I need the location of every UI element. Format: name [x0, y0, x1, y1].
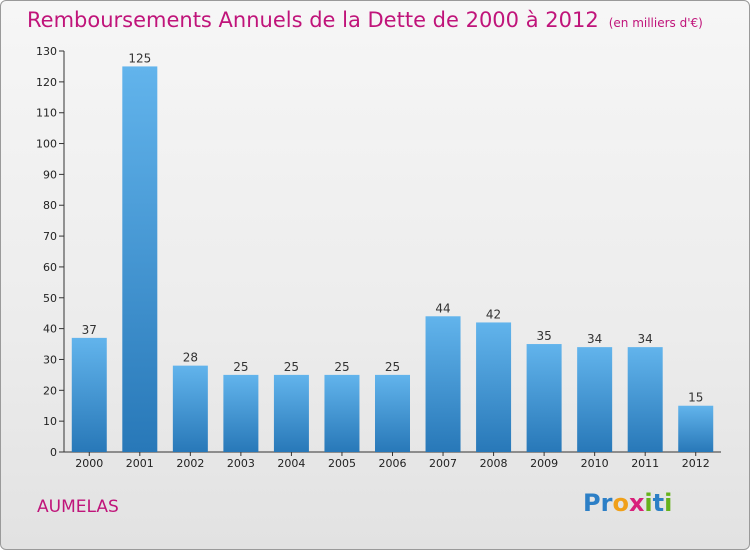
y-tick-label: 120 [36, 76, 57, 89]
x-tick-label: 2003 [227, 457, 255, 470]
data-label: 34 [638, 332, 653, 346]
commune-name: AUMELAS [37, 497, 119, 517]
y-tick-label: 40 [43, 323, 57, 336]
bar [627, 347, 663, 452]
x-tick-label: 2002 [176, 457, 204, 470]
bar [375, 374, 410, 452]
x-tick-label: 2009 [530, 457, 558, 470]
bar [577, 347, 613, 452]
x-tick-label: 2001 [126, 457, 154, 470]
logo-letter: i [664, 489, 673, 517]
y-tick-label: 130 [36, 45, 57, 58]
y-tick-label: 110 [36, 107, 57, 120]
bar [273, 374, 309, 452]
data-label: 25 [385, 360, 400, 374]
y-tick-label: 80 [43, 199, 57, 212]
logo-letter: o [612, 489, 629, 517]
proxiti-logo: Proxiti [583, 489, 672, 517]
x-tick-label: 2008 [480, 457, 508, 470]
x-tick-label: 2005 [328, 457, 356, 470]
data-label: 34 [587, 332, 602, 346]
data-label: 35 [536, 329, 551, 343]
data-label: 15 [688, 391, 703, 405]
y-tick-label: 30 [43, 353, 57, 366]
x-tick-label: 2000 [75, 457, 103, 470]
y-tick-label: 20 [43, 384, 57, 397]
logo-letter: i [644, 489, 653, 517]
x-tick-label: 2010 [581, 457, 609, 470]
bar [223, 374, 259, 452]
x-tick-label: 2006 [379, 457, 407, 470]
chart-axes: 0 10 20 30 40 50 60 70 80 90 100 110 120 130 2000 2001 2… [36, 45, 721, 470]
data-label: 28 [183, 351, 198, 365]
data-label: 25 [233, 360, 248, 374]
bar [324, 374, 360, 452]
chart-bars [71, 66, 714, 452]
data-label: 25 [334, 360, 349, 374]
data-label: 25 [284, 360, 299, 374]
chart-labels: 37 125 28 25 25 25 25 44 42 35 34 34 15 [82, 51, 704, 404]
data-label: 44 [435, 301, 450, 315]
logo-letter: r [600, 489, 613, 517]
y-tick-label: 70 [43, 230, 57, 243]
data-label: 125 [128, 51, 151, 65]
chart-title-text: Remboursements Annuels de la Dette de 20… [27, 8, 599, 32]
y-tick-label: 90 [43, 168, 57, 181]
bar [425, 316, 461, 452]
y-tick-label: 100 [36, 138, 57, 151]
bar [476, 322, 512, 452]
chart-subtitle: (en milliers d'€) [608, 16, 703, 30]
chart-title: Remboursements Annuels de la Dette de 20… [27, 8, 703, 32]
x-tick-label: 2004 [277, 457, 305, 470]
data-label: 37 [82, 323, 97, 337]
bar [678, 405, 714, 452]
logo-letter: x [628, 489, 645, 517]
bar [526, 344, 562, 452]
bar [172, 365, 208, 452]
logo-letter: P [583, 489, 601, 517]
logo-letter: t [652, 489, 665, 517]
x-tick-label: 2012 [682, 457, 710, 470]
x-tick-label: 2011 [631, 457, 659, 470]
y-tick-label: 50 [43, 292, 57, 305]
y-tick-label: 0 [50, 446, 57, 459]
bar [71, 337, 107, 452]
x-tick-label: 2007 [429, 457, 457, 470]
data-label: 42 [486, 307, 501, 321]
y-tick-label: 10 [43, 415, 57, 428]
y-tick-label: 60 [43, 261, 57, 274]
bar [122, 66, 158, 452]
